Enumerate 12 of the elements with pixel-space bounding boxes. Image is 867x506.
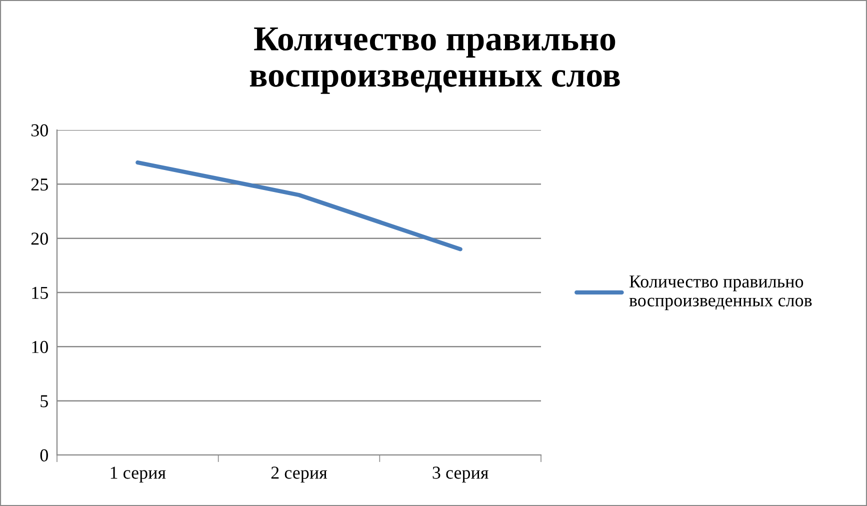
y-tick-label: 15 — [32, 286, 48, 299]
y-tick-label: 20 — [31, 232, 48, 245]
legend-label: Количество правильно воспроизведенных слов — [629, 276, 812, 310]
y-tick-label: 10 — [32, 340, 48, 354]
x-tick-label: 1 серия — [110, 466, 166, 482]
y-tick-label: 5 — [40, 395, 48, 408]
chart-title: Количество правильно воспроизведенных слов — [250, 27, 620, 94]
y-tick-label: 25 — [31, 178, 48, 191]
y-tick-label: 0 — [40, 449, 48, 462]
x-tick-label: 3 серия — [432, 466, 488, 482]
x-tick-label: 2 серия — [271, 466, 328, 482]
y-tick-label: 30 — [31, 124, 48, 136]
